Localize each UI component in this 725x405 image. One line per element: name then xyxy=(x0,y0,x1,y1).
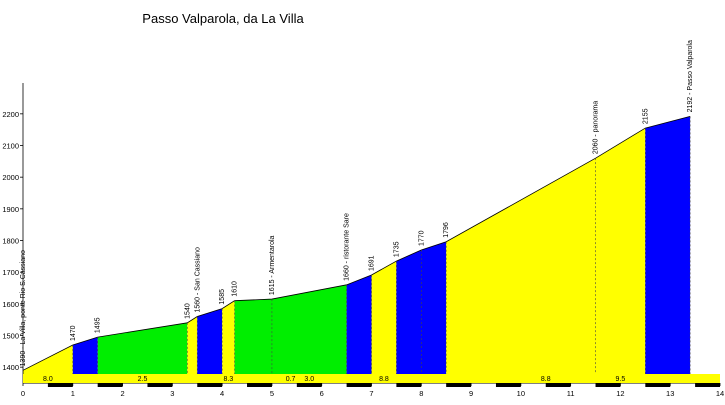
x-tick-label-6: 6 xyxy=(320,389,324,398)
y-tick-label-1900: 1900 xyxy=(2,205,19,214)
km-marker-6 xyxy=(296,383,322,387)
gradient-bar: 8.0 2.5 8.3 0.7 8.8 8.8 3.0 9.5 xyxy=(23,374,720,387)
profile-outline xyxy=(22,115,691,371)
profile-segment-5 xyxy=(197,308,223,383)
km-marker-14 xyxy=(695,383,720,387)
y-tick-label-1400: 1400 xyxy=(2,363,19,372)
y-tick-label-2200: 2200 xyxy=(2,110,19,119)
waypoint-label-7: 1610 xyxy=(232,281,239,297)
x-tick-label-8: 8 xyxy=(419,389,423,398)
km-marker-2 xyxy=(97,383,123,387)
profile-segment-3 xyxy=(97,322,188,383)
x-tick-label-13: 13 xyxy=(666,389,674,398)
km-marker-5 xyxy=(247,383,272,387)
x-tick-label-14: 14 xyxy=(716,389,724,398)
waypoint-label-12: 1770 xyxy=(418,230,425,246)
y-tick-label-1700: 1700 xyxy=(2,268,19,277)
km-marker-1 xyxy=(47,383,73,387)
gradient-label-11: 8.8 xyxy=(541,376,551,383)
km-marker-7 xyxy=(346,383,372,387)
x-tick-label-5: 5 xyxy=(270,389,274,398)
profile-segment-8 xyxy=(346,275,372,383)
waypoint-label-16: 2192 - Passo Valparola xyxy=(687,40,694,112)
km-marker-13 xyxy=(645,383,671,387)
profile-segment-9 xyxy=(371,261,397,383)
y-tick-label-2100: 2100 xyxy=(2,142,19,151)
waypoint-label-5: 1560 - San Cassiano xyxy=(194,247,201,312)
gradient-label-7: 0.7 xyxy=(286,376,296,383)
profile-segment-10 xyxy=(396,241,447,383)
waypoint-label-6: 1585 xyxy=(219,289,226,305)
km-marker-9 xyxy=(446,383,472,387)
waypoint-label-10: 1691 xyxy=(369,255,376,271)
gradient-extra-label-1: 3.0 xyxy=(304,376,314,383)
profile-segment-7 xyxy=(234,284,347,383)
km-marker-11 xyxy=(545,383,571,387)
profile-areas xyxy=(22,115,691,384)
x-axis-ticks: 0 1 2 3 4 5 6 7 8 9 10 11 12 13 14 xyxy=(21,383,724,398)
gradient-label-3: 2.5 xyxy=(138,376,148,383)
profile-segment-6 xyxy=(222,300,235,383)
gradient-label-1: 8.0 xyxy=(43,376,53,383)
km-marker-4 xyxy=(197,383,223,387)
profile-segment-4 xyxy=(187,316,198,383)
profile-segment-11 xyxy=(446,128,646,383)
y-tick-label-2000: 2000 xyxy=(2,173,19,182)
x-tick-label-11: 11 xyxy=(567,389,575,398)
waypoint-label-2: 1470 xyxy=(70,325,77,341)
profile-segment-1 xyxy=(23,345,73,383)
x-tick-label-2: 2 xyxy=(120,389,124,398)
profile-segment-2 xyxy=(72,337,98,383)
y-tick-label-1500: 1500 xyxy=(2,332,19,341)
y-tick-label-1800: 1800 xyxy=(2,237,19,246)
waypoint-label-3: 1495 xyxy=(95,317,102,333)
chart-title: Passo Valparola, da La Villa xyxy=(142,11,304,26)
x-tick-label-12: 12 xyxy=(616,389,624,398)
gradient-bar-background xyxy=(23,374,720,383)
x-tick-label-7: 7 xyxy=(369,389,373,398)
km-marker-12 xyxy=(595,383,621,387)
gradient-extra-label-2: 9.5 xyxy=(616,376,626,383)
waypoint-dashed-lines xyxy=(72,116,691,383)
waypoint-label-4: 1540 xyxy=(184,303,191,319)
gradient-label-9: 8.8 xyxy=(379,376,389,383)
profile-segment-12 xyxy=(645,116,691,384)
waypoint-label-15: 2155 xyxy=(642,108,649,124)
x-tick-label-9: 9 xyxy=(469,389,473,398)
x-tick-label-1: 1 xyxy=(71,389,75,398)
y-axis-ticks: 1400 1500 1600 1700 1800 1900 2000 2100 2200 xyxy=(2,110,23,372)
km-marker-10 xyxy=(495,383,521,387)
km-marker-3 xyxy=(147,383,173,387)
waypoint-label-8: 1615 - Armentarola xyxy=(269,235,276,295)
gradient-label-6: 8.3 xyxy=(223,376,233,383)
x-tick-label-10: 10 xyxy=(517,389,525,398)
waypoint-label-9: 1660 - ristorante Sare xyxy=(344,213,351,281)
y-tick-label-1600: 1600 xyxy=(2,300,19,309)
x-tick-label-4: 4 xyxy=(220,389,224,398)
waypoint-labels: 1390 - La Villa, ponte Rio S.Cassiano 147… xyxy=(20,40,694,366)
waypoint-label-13: 1796 xyxy=(443,222,450,238)
x-tick-label-3: 3 xyxy=(170,389,174,398)
waypoint-label-14: 2060 - panorama xyxy=(593,101,600,154)
waypoint-label-11: 1735 xyxy=(393,241,400,257)
waypoint-label-1: 1390 - La Villa, ponte Rio S.Cassiano xyxy=(20,250,27,366)
x-tick-label-0: 0 xyxy=(21,389,25,398)
km-marker-8 xyxy=(396,383,422,387)
